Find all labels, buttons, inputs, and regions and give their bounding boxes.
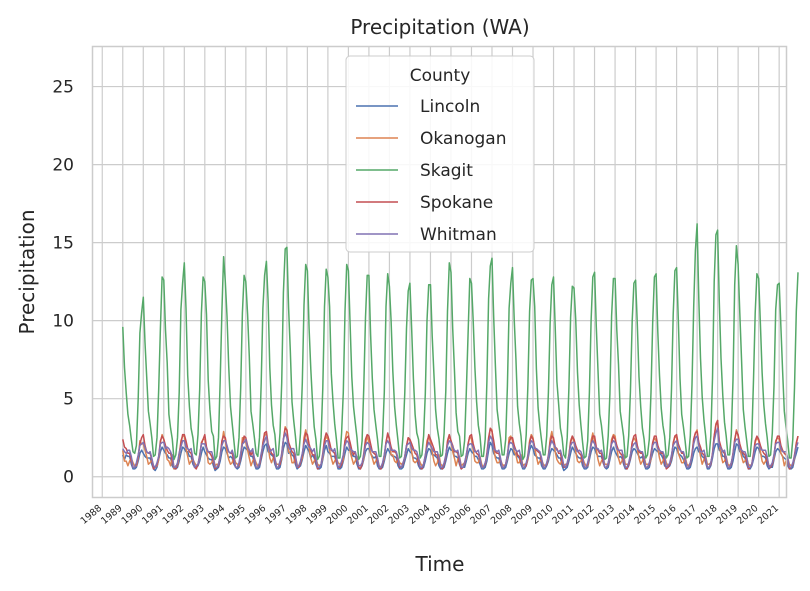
chart-title: Precipitation (WA) (350, 15, 529, 39)
x-axis-label: Time (415, 552, 465, 576)
y-axis-label: Precipitation (15, 209, 39, 334)
legend-label-spokane: Spokane (420, 193, 493, 213)
legend-title: County (410, 66, 471, 86)
legend-box (345, 55, 535, 253)
y-tick-label: 10 (52, 312, 74, 332)
series-lines (122, 223, 799, 472)
legend-label-okanogan: Okanogan (420, 129, 507, 149)
y-tick-label: 25 (52, 78, 74, 98)
legend-label-lincoln: Lincoln (420, 97, 480, 117)
y-tick-label: 20 (52, 156, 74, 176)
plot-frame (91, 45, 788, 499)
legend-label-whitman: Whitman (420, 225, 497, 245)
legend: County Lincoln Okanogan Skagit Spokane Whitma… (345, 55, 535, 253)
series-line-skagit (122, 223, 799, 461)
y-tick-label: 0 (63, 468, 74, 488)
y-tick-label: 15 (52, 234, 74, 254)
y-axis-ticks: 0 5 10 15 20 25 (52, 78, 74, 488)
legend-label-skagit: Skagit (420, 161, 473, 181)
series-line-whitman (122, 427, 799, 469)
y-tick-label: 5 (63, 390, 74, 410)
